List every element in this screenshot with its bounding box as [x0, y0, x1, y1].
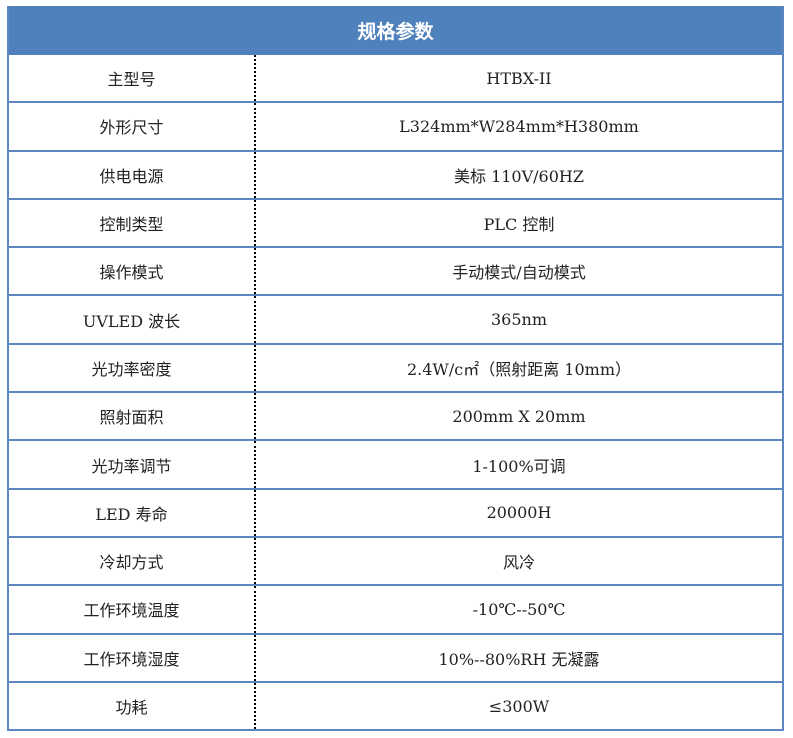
param-name: 工作环境温度 — [9, 586, 256, 633]
table-row: 供电电源 美标 110V/60HZ — [9, 151, 782, 200]
table-row: 操作模式 手动模式/自动模式 — [9, 248, 782, 297]
table-row: LED 寿命 20000H — [9, 489, 782, 538]
table-row: 工作环境湿度 10%--80%RH 无凝露 — [9, 634, 782, 683]
param-value: HTBX-II — [486, 68, 552, 88]
param-name: 工作环境湿度 — [9, 634, 256, 681]
param-value: L324mm*W284mm*H380mm — [399, 116, 639, 136]
table-row: 照射面积 200mm X 20mm — [9, 393, 782, 442]
table-row: 冷却方式 风冷 — [9, 537, 782, 587]
param-name: 控制类型 — [9, 199, 256, 247]
param-value: PLC 控制 — [483, 215, 555, 235]
param-value: ≤300W — [488, 696, 550, 716]
param-value: 美标 110V/60HZ — [453, 166, 584, 186]
param-value: 365nm — [490, 310, 547, 330]
param-value: 20000H — [486, 503, 552, 523]
param-name: 功耗 — [9, 682, 256, 730]
param-name: 光功率密度 — [9, 344, 256, 392]
param-name: UVLED 波长 — [9, 296, 256, 343]
param-value: 风冷 — [502, 553, 535, 573]
spec-table: 规格参数 主型号 HTBX-II 外形尺寸 L324mm*W284mm*H380mm 供… — [7, 6, 784, 732]
table-row: UVLED 波长 365nm — [9, 296, 782, 345]
param-value: 手动模式/自动模式 — [452, 263, 586, 283]
param-value: 10%--80%RH 无凝露 — [438, 649, 600, 669]
param-name: 供电电源 — [9, 151, 256, 198]
table-row: 光功率密度 2.4W/c㎡（照射距离 10mm） — [9, 344, 782, 394]
param-value: 2.4W/c㎡（照射距离 10mm） — [406, 359, 632, 379]
table-row: 主型号 HTBX-II — [9, 55, 782, 104]
param-name: LED 寿命 — [9, 489, 256, 536]
param-value: 200mm X 20mm — [452, 406, 586, 426]
table-row: 功耗 ≤300W — [9, 682, 782, 732]
table-title: 规格参数 — [9, 6, 782, 55]
param-name: 操作模式 — [9, 248, 256, 295]
table-row: 光功率调节 1-100%可调 — [9, 441, 782, 490]
param-name: 主型号 — [9, 55, 256, 102]
param-value: -10℃--50℃ — [472, 599, 566, 619]
table-row: 工作环境温度 -10℃--50℃ — [9, 586, 782, 635]
table-row: 外形尺寸 L324mm*W284mm*H380mm — [9, 103, 782, 152]
table-row: 控制类型 PLC 控制 — [9, 199, 782, 249]
param-name: 照射面积 — [9, 393, 256, 440]
param-name: 光功率调节 — [9, 441, 256, 488]
param-value: 1-100%可调 — [472, 456, 566, 476]
param-name: 冷却方式 — [9, 537, 256, 585]
param-name: 外形尺寸 — [9, 103, 256, 150]
